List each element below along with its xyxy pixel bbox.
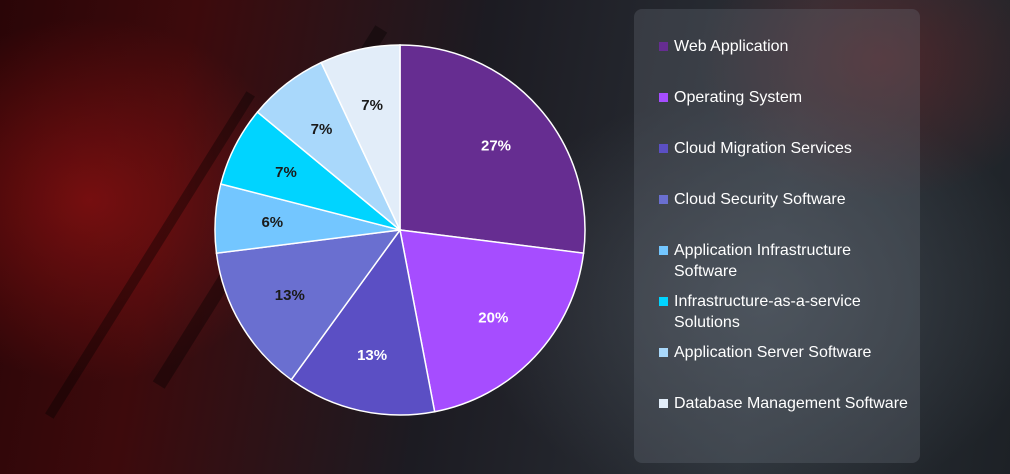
chart-legend: Web Application Operating System Cloud Mig… — [634, 9, 920, 463]
legend-label: Cloud Migration Services — [674, 140, 852, 157]
legend-item: Infrastructure-as-a-service Solutions — [659, 291, 909, 333]
legend-swatch — [659, 42, 668, 51]
legend-item: Application Infrastructure Software — [659, 240, 909, 282]
pie-data-label: 13% — [275, 287, 305, 304]
pie-slice — [215, 229, 402, 381]
legend-item: Cloud Migration Services — [659, 138, 909, 159]
legend-swatch — [659, 144, 668, 153]
legend-swatch — [659, 93, 668, 102]
legend-swatch — [659, 297, 668, 306]
pie-data-labels: 27% 20% 13% 13% 6% 7% 7% 7% — [261, 97, 511, 364]
pie-slice — [290, 228, 436, 416]
legend-label: Cloud Security Software — [674, 191, 846, 208]
pie-data-label: 6% — [261, 214, 283, 231]
legend-label: Application Infrastructure Software — [674, 242, 851, 280]
legend-swatch — [659, 399, 668, 408]
legend-item: Database Management Software — [659, 393, 909, 414]
pie-slice — [399, 229, 585, 413]
legend-label: Operating System — [674, 89, 803, 106]
legend-item: Web Application — [659, 36, 909, 57]
pie-slice — [399, 44, 586, 255]
pie-slice — [320, 44, 401, 231]
pie-data-label: 7% — [275, 164, 297, 181]
legend-swatch — [659, 246, 668, 255]
pie-data-label: 13% — [357, 347, 387, 364]
pie-slices — [214, 44, 586, 416]
legend-item: Cloud Security Software — [659, 189, 909, 210]
legend-label: Infrastructure-as-a-service Solutions — [674, 293, 861, 331]
pie-data-label: 20% — [478, 310, 508, 327]
pie-data-label: 7% — [361, 97, 383, 114]
legend-swatch — [659, 348, 668, 357]
legend-label: Web Application — [674, 38, 789, 55]
pie-data-label: 27% — [481, 137, 511, 154]
pie-data-label: 7% — [311, 121, 333, 138]
legend-label: Database Management Software — [674, 395, 908, 412]
legend-item: Operating System — [659, 87, 909, 108]
legend-label: Application Server Software — [674, 344, 872, 361]
legend-item: Application Server Software — [659, 342, 909, 363]
legend-swatch — [659, 195, 668, 204]
